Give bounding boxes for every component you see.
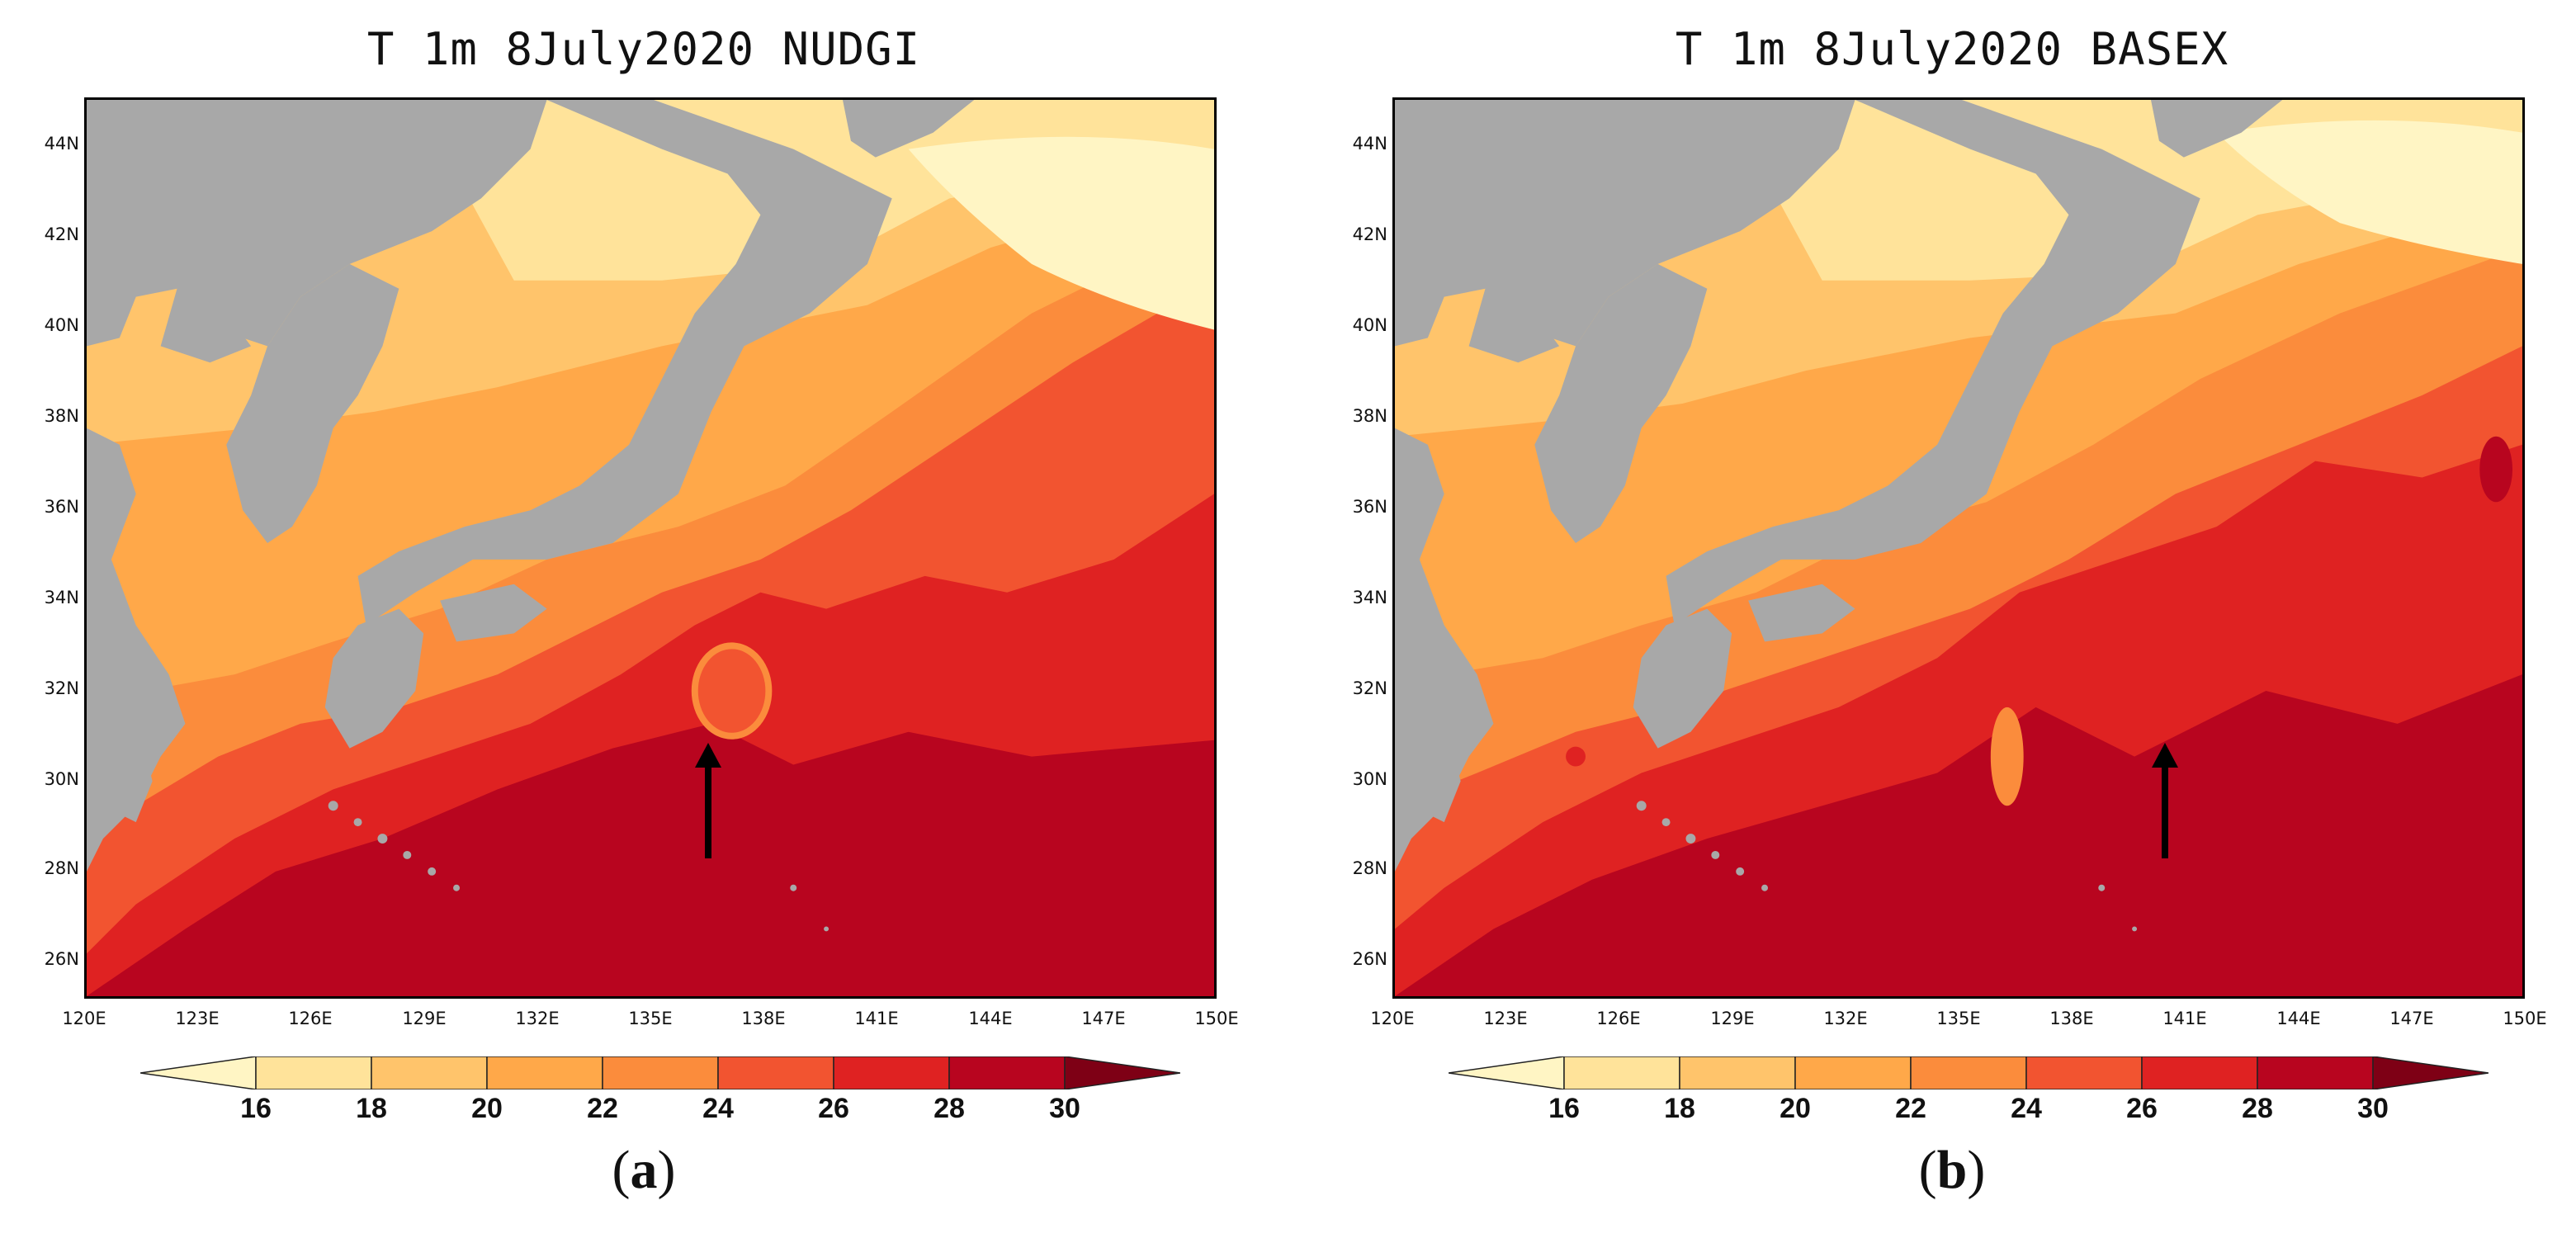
colorbar-label: 24 — [702, 1093, 734, 1124]
x-tick: 123E — [175, 1009, 220, 1028]
colorbar-label: 30 — [1049, 1093, 1080, 1124]
colorbar-label: 18 — [1664, 1093, 1695, 1124]
x-tick: 150E — [1194, 1009, 1239, 1028]
panel-title: T 1m 8July2020 NUDGI — [366, 23, 921, 75]
y-tick: 40N — [1352, 315, 1387, 335]
panel-a: T 1m 8July2020 NUDGI — [44, 23, 1239, 1200]
y-tick: 34N — [1352, 588, 1387, 607]
panel-title: T 1m 8July2020 BASEX — [1675, 23, 2229, 75]
colorbar-label: 28 — [934, 1093, 965, 1124]
panel-letter: b — [1936, 1140, 1968, 1200]
map-canvas — [87, 100, 1214, 996]
panel-label: (a) — [612, 1140, 676, 1200]
y-tick: 42N — [44, 224, 79, 244]
colorbar-label: 16 — [1548, 1093, 1580, 1124]
y-tick: 44N — [1352, 134, 1387, 154]
x-tick: 123E — [1483, 1009, 1528, 1028]
colorbar-label: 24 — [2011, 1093, 2042, 1124]
colorbar — [140, 1056, 1180, 1089]
x-tick: 126E — [288, 1009, 333, 1028]
x-tick: 126E — [1596, 1009, 1641, 1028]
x-tick: 147E — [1081, 1009, 1126, 1028]
y-tick: 26N — [44, 949, 79, 969]
y-tick: 44N — [44, 134, 79, 154]
y-tick: 28N — [44, 858, 79, 878]
y-tick: 40N — [44, 315, 79, 335]
x-tick: 141E — [854, 1009, 899, 1028]
x-tick: 138E — [741, 1009, 786, 1028]
arrow-icon — [695, 743, 721, 858]
colorbar-label: 22 — [587, 1093, 618, 1124]
colorbar-label: 26 — [818, 1093, 849, 1124]
panel-b: T 1m 8July2020 BASEX — [1308, 0, 2576, 1243]
colorbar-label: 28 — [2242, 1093, 2273, 1124]
sst-map — [1392, 97, 2525, 999]
y-tick: 30N — [1352, 769, 1387, 789]
arrow-icon — [2152, 743, 2178, 858]
colorbar-label: 16 — [240, 1093, 272, 1124]
y-tick: 30N — [44, 769, 79, 789]
y-tick: 38N — [44, 406, 79, 426]
x-tick: 135E — [1936, 1009, 1981, 1028]
x-tick: 135E — [628, 1009, 673, 1028]
x-tick: 120E — [62, 1009, 106, 1028]
y-tick: 32N — [1352, 678, 1387, 698]
x-tick: 147E — [2389, 1009, 2434, 1028]
x-tick: 132E — [515, 1009, 560, 1028]
colorbar-label: 30 — [2357, 1093, 2389, 1124]
x-tick: 132E — [1823, 1009, 1868, 1028]
x-tick: 141E — [2162, 1009, 2207, 1028]
x-tick: 138E — [2049, 1009, 2094, 1028]
y-tick: 36N — [1352, 497, 1387, 517]
x-tick: 144E — [2276, 1009, 2321, 1028]
y-tick: 38N — [1352, 406, 1387, 426]
y-tick: 34N — [44, 588, 79, 607]
y-tick: 28N — [1352, 858, 1387, 878]
panel-label: (b) — [1918, 1140, 1986, 1200]
y-tick: 42N — [1352, 224, 1387, 244]
x-tick: 150E — [2503, 1009, 2547, 1028]
y-tick: 26N — [1352, 949, 1387, 969]
map-canvas — [1395, 100, 2522, 996]
x-tick: 129E — [1710, 1009, 1755, 1028]
colorbar-label: 20 — [471, 1093, 503, 1124]
colorbar-label: 20 — [1780, 1093, 1811, 1124]
colorbar-label: 18 — [356, 1093, 387, 1124]
sst-map — [84, 97, 1217, 999]
colorbar — [1449, 1056, 2489, 1089]
colorbar-label: 26 — [2126, 1093, 2158, 1124]
x-tick: 129E — [402, 1009, 447, 1028]
colorbar-label: 22 — [1895, 1093, 1926, 1124]
y-tick: 36N — [44, 497, 79, 517]
x-tick: 120E — [1370, 1009, 1415, 1028]
panel-letter: a — [630, 1140, 658, 1200]
y-tick: 32N — [44, 678, 79, 698]
x-tick: 144E — [968, 1009, 1013, 1028]
